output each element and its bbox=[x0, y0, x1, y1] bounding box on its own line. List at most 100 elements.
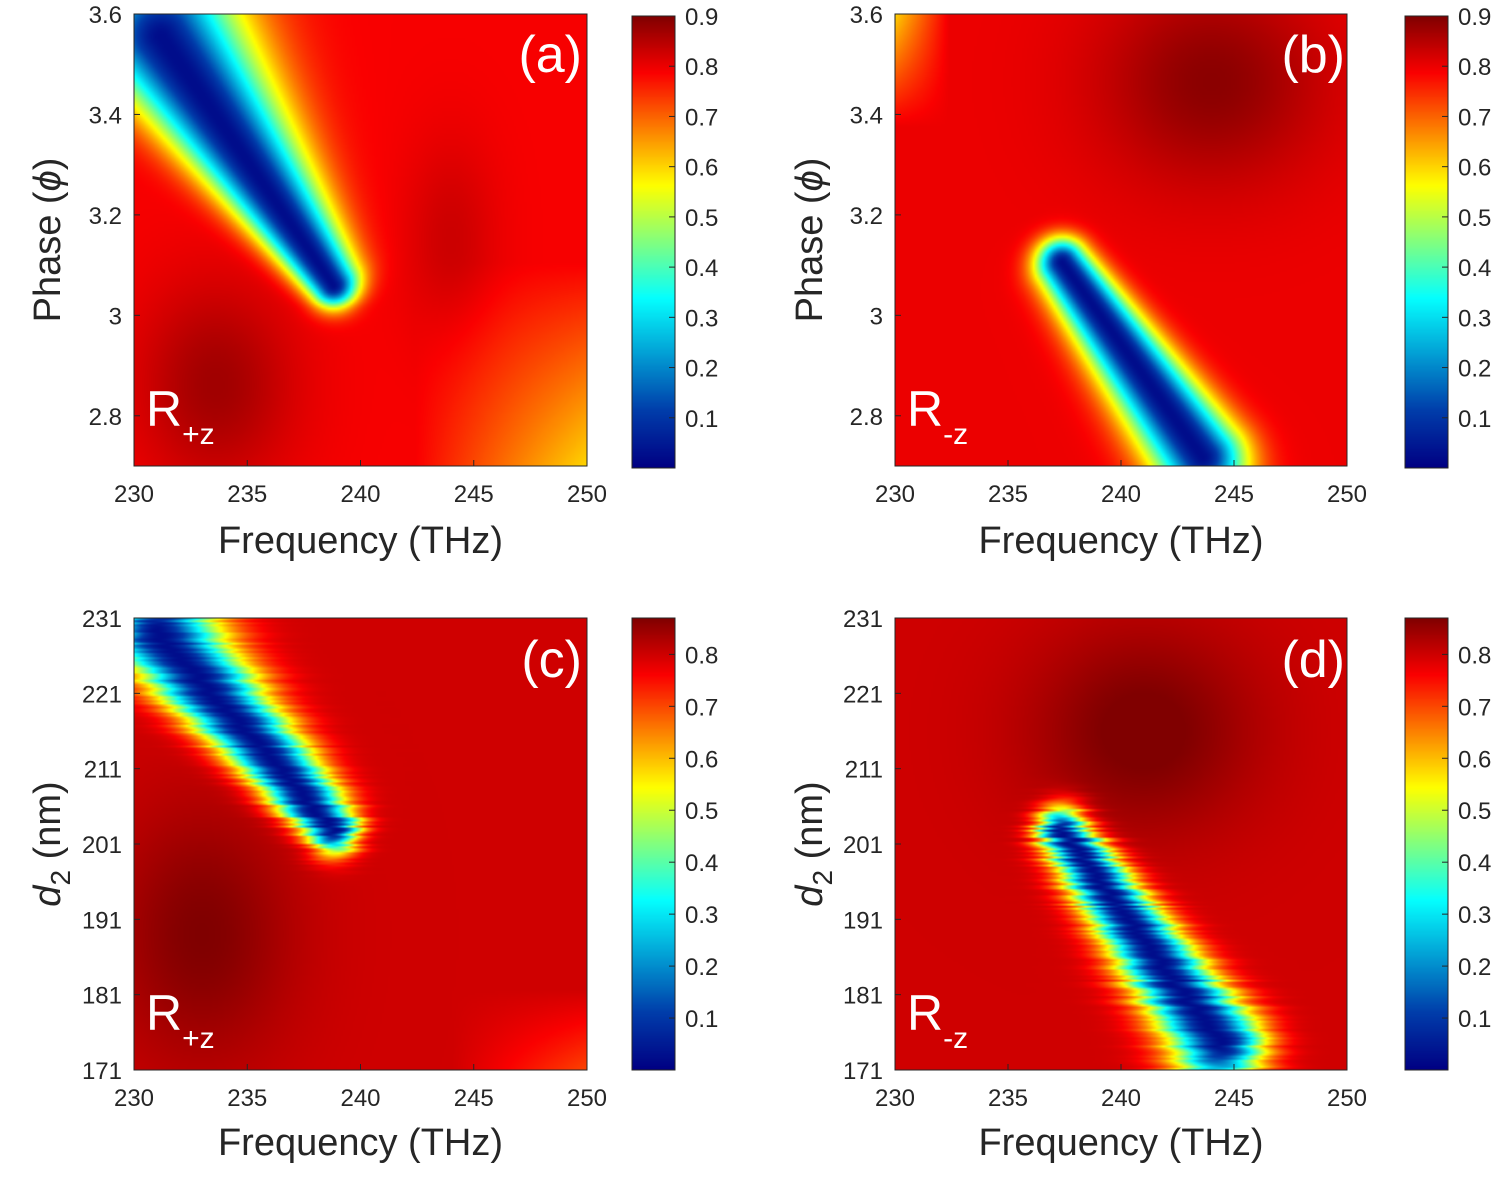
colorbar-tick-label: 0.4 bbox=[1458, 255, 1491, 282]
colorbar-frame bbox=[1404, 15, 1449, 469]
x-tick-label: 245 bbox=[454, 1085, 494, 1112]
y-label-end: (nm) bbox=[789, 781, 831, 870]
heatmap-3 bbox=[895, 618, 1347, 1070]
colorbar-tick-label: 0.8 bbox=[1458, 642, 1491, 669]
y-tick-label: 3 bbox=[870, 303, 883, 330]
x-axis-label: Frequency (THz) bbox=[978, 520, 1263, 562]
panel-tag: (c) bbox=[521, 631, 582, 689]
y-label-end: (nm) bbox=[27, 781, 69, 870]
panel-tag: (d) bbox=[1281, 631, 1345, 689]
colorbar-tick-label: 0.9 bbox=[685, 4, 718, 31]
colorbar-tick-label: 0.1 bbox=[685, 1006, 718, 1033]
colorbar bbox=[1405, 16, 1448, 468]
x-tick-label: 235 bbox=[988, 1085, 1028, 1112]
colorbar-tick-label: 0.8 bbox=[685, 642, 718, 669]
panel-3: 230 235 240 245 250 171 181 191 201 211 221 231 Freq… bbox=[789, 606, 1491, 1164]
heatmap-1 bbox=[895, 14, 1347, 466]
colorbar-tick-label: 0.6 bbox=[685, 746, 718, 773]
inset-main: R bbox=[146, 381, 182, 437]
colorbar-tick-label: 0.2 bbox=[1458, 954, 1491, 981]
panel-tag: (a) bbox=[518, 26, 582, 84]
x-tick-label: 230 bbox=[875, 1085, 915, 1112]
colorbar-tick-label: 0.5 bbox=[685, 798, 718, 825]
colorbar-tick-label: 0.2 bbox=[1458, 356, 1491, 383]
colorbar-tick-label: 0.2 bbox=[685, 356, 718, 383]
y-label-main: Phase ( bbox=[789, 191, 831, 322]
x-tick-label: 230 bbox=[875, 481, 915, 508]
x-tick-label: 250 bbox=[567, 1085, 607, 1112]
y-label-end: ) bbox=[27, 158, 69, 171]
colorbar-tick-label: 0.6 bbox=[1458, 746, 1491, 773]
x-tick-label: 240 bbox=[1101, 1085, 1141, 1112]
colorbar bbox=[632, 618, 675, 1070]
colorbar-tick-label: 0.7 bbox=[1458, 104, 1491, 131]
colorbar-tick-label: 0.4 bbox=[1458, 850, 1491, 877]
y-tick-label: 191 bbox=[843, 907, 883, 934]
x-tick-label: 250 bbox=[567, 481, 607, 508]
colorbar-tick-label: 0.3 bbox=[685, 305, 718, 332]
x-tick-label: 235 bbox=[227, 1085, 267, 1112]
y-tick-label: 221 bbox=[843, 681, 883, 708]
y-tick-label: 3.6 bbox=[89, 2, 122, 29]
panel-tag: (b) bbox=[1281, 26, 1345, 84]
y-tick-label: 171 bbox=[82, 1058, 122, 1085]
y-tick-label: 3.4 bbox=[89, 102, 122, 129]
y-label-main: d bbox=[789, 884, 831, 907]
x-tick-label: 245 bbox=[1214, 481, 1254, 508]
colorbar-tick-label: 0.3 bbox=[1458, 305, 1491, 332]
y-label-symbol: ϕ bbox=[789, 170, 831, 191]
panel-0: 230 235 240 245 250 2.8 3 3.2 3.4 3.6 Frequency (T… bbox=[27, 2, 718, 562]
y-tick-label: 181 bbox=[82, 983, 122, 1010]
panel-2: 230 235 240 245 250 171 181 191 201 211 221 231 Freq… bbox=[27, 606, 718, 1164]
y-label-sub: 2 bbox=[807, 870, 838, 886]
colorbar-tick-label: 0.9 bbox=[1458, 4, 1491, 31]
y-label-main: Phase ( bbox=[27, 191, 69, 322]
y-tick-label: 181 bbox=[843, 983, 883, 1010]
y-tick-label: 231 bbox=[843, 606, 883, 633]
x-tick-label: 240 bbox=[1101, 481, 1141, 508]
inset-label: R-z bbox=[907, 985, 968, 1055]
colorbar-tick-label: 0.8 bbox=[685, 54, 718, 81]
x-tick-label: 240 bbox=[340, 481, 380, 508]
y-tick-label: 221 bbox=[82, 681, 122, 708]
y-label-end: ) bbox=[789, 158, 831, 171]
heatmap-0 bbox=[134, 14, 587, 466]
y-tick-label: 3.2 bbox=[89, 203, 122, 230]
inset-main: R bbox=[907, 381, 943, 437]
colorbar-tick-label: 0.4 bbox=[685, 850, 718, 877]
y-tick-label: 211 bbox=[845, 757, 883, 784]
colorbar-tick-label: 0.3 bbox=[685, 902, 718, 929]
x-tick-label: 250 bbox=[1327, 1085, 1367, 1112]
panel-1: 230 235 240 245 250 2.8 3 3.2 3.4 3.6 Frequency (T… bbox=[789, 2, 1491, 562]
colorbar-tick-label: 0.5 bbox=[1458, 205, 1491, 232]
y-tick-label: 2.8 bbox=[89, 404, 122, 431]
inset-main: R bbox=[907, 985, 943, 1041]
y-tick-label: 3.4 bbox=[850, 102, 883, 129]
inset-label: R+z bbox=[146, 985, 215, 1055]
y-label-symbol: ϕ bbox=[27, 170, 69, 191]
y-axis-label: Phase (ϕ) bbox=[27, 158, 69, 323]
x-axis-label: Frequency (THz) bbox=[978, 1122, 1263, 1164]
inset-sub: -z bbox=[943, 1022, 968, 1055]
colorbar-frame bbox=[1404, 617, 1449, 1071]
inset-sub: +z bbox=[182, 418, 215, 451]
y-tick-label: 211 bbox=[84, 757, 122, 784]
y-label-sub: 2 bbox=[45, 870, 76, 886]
colorbar-tick-label: 0.8 bbox=[1458, 54, 1491, 81]
colorbar-frame bbox=[631, 15, 676, 469]
y-tick-label: 191 bbox=[82, 907, 122, 934]
colorbar-tick-label: 0.5 bbox=[1458, 798, 1491, 825]
inset-main: R bbox=[146, 985, 182, 1041]
y-tick-label: 171 bbox=[843, 1058, 883, 1085]
x-axis-label: Frequency (THz) bbox=[218, 520, 503, 562]
x-tick-label: 245 bbox=[1214, 1085, 1254, 1112]
x-tick-label: 245 bbox=[454, 481, 494, 508]
y-label-main: d bbox=[27, 884, 69, 907]
colorbar-tick-label: 0.1 bbox=[1458, 1006, 1491, 1033]
colorbar-tick-label: 0.1 bbox=[685, 406, 718, 433]
colorbar-tick-label: 0.1 bbox=[1458, 406, 1491, 433]
y-tick-label: 2.8 bbox=[850, 404, 883, 431]
y-tick-label: 201 bbox=[843, 832, 883, 859]
y-tick-label: 3.6 bbox=[850, 2, 883, 29]
